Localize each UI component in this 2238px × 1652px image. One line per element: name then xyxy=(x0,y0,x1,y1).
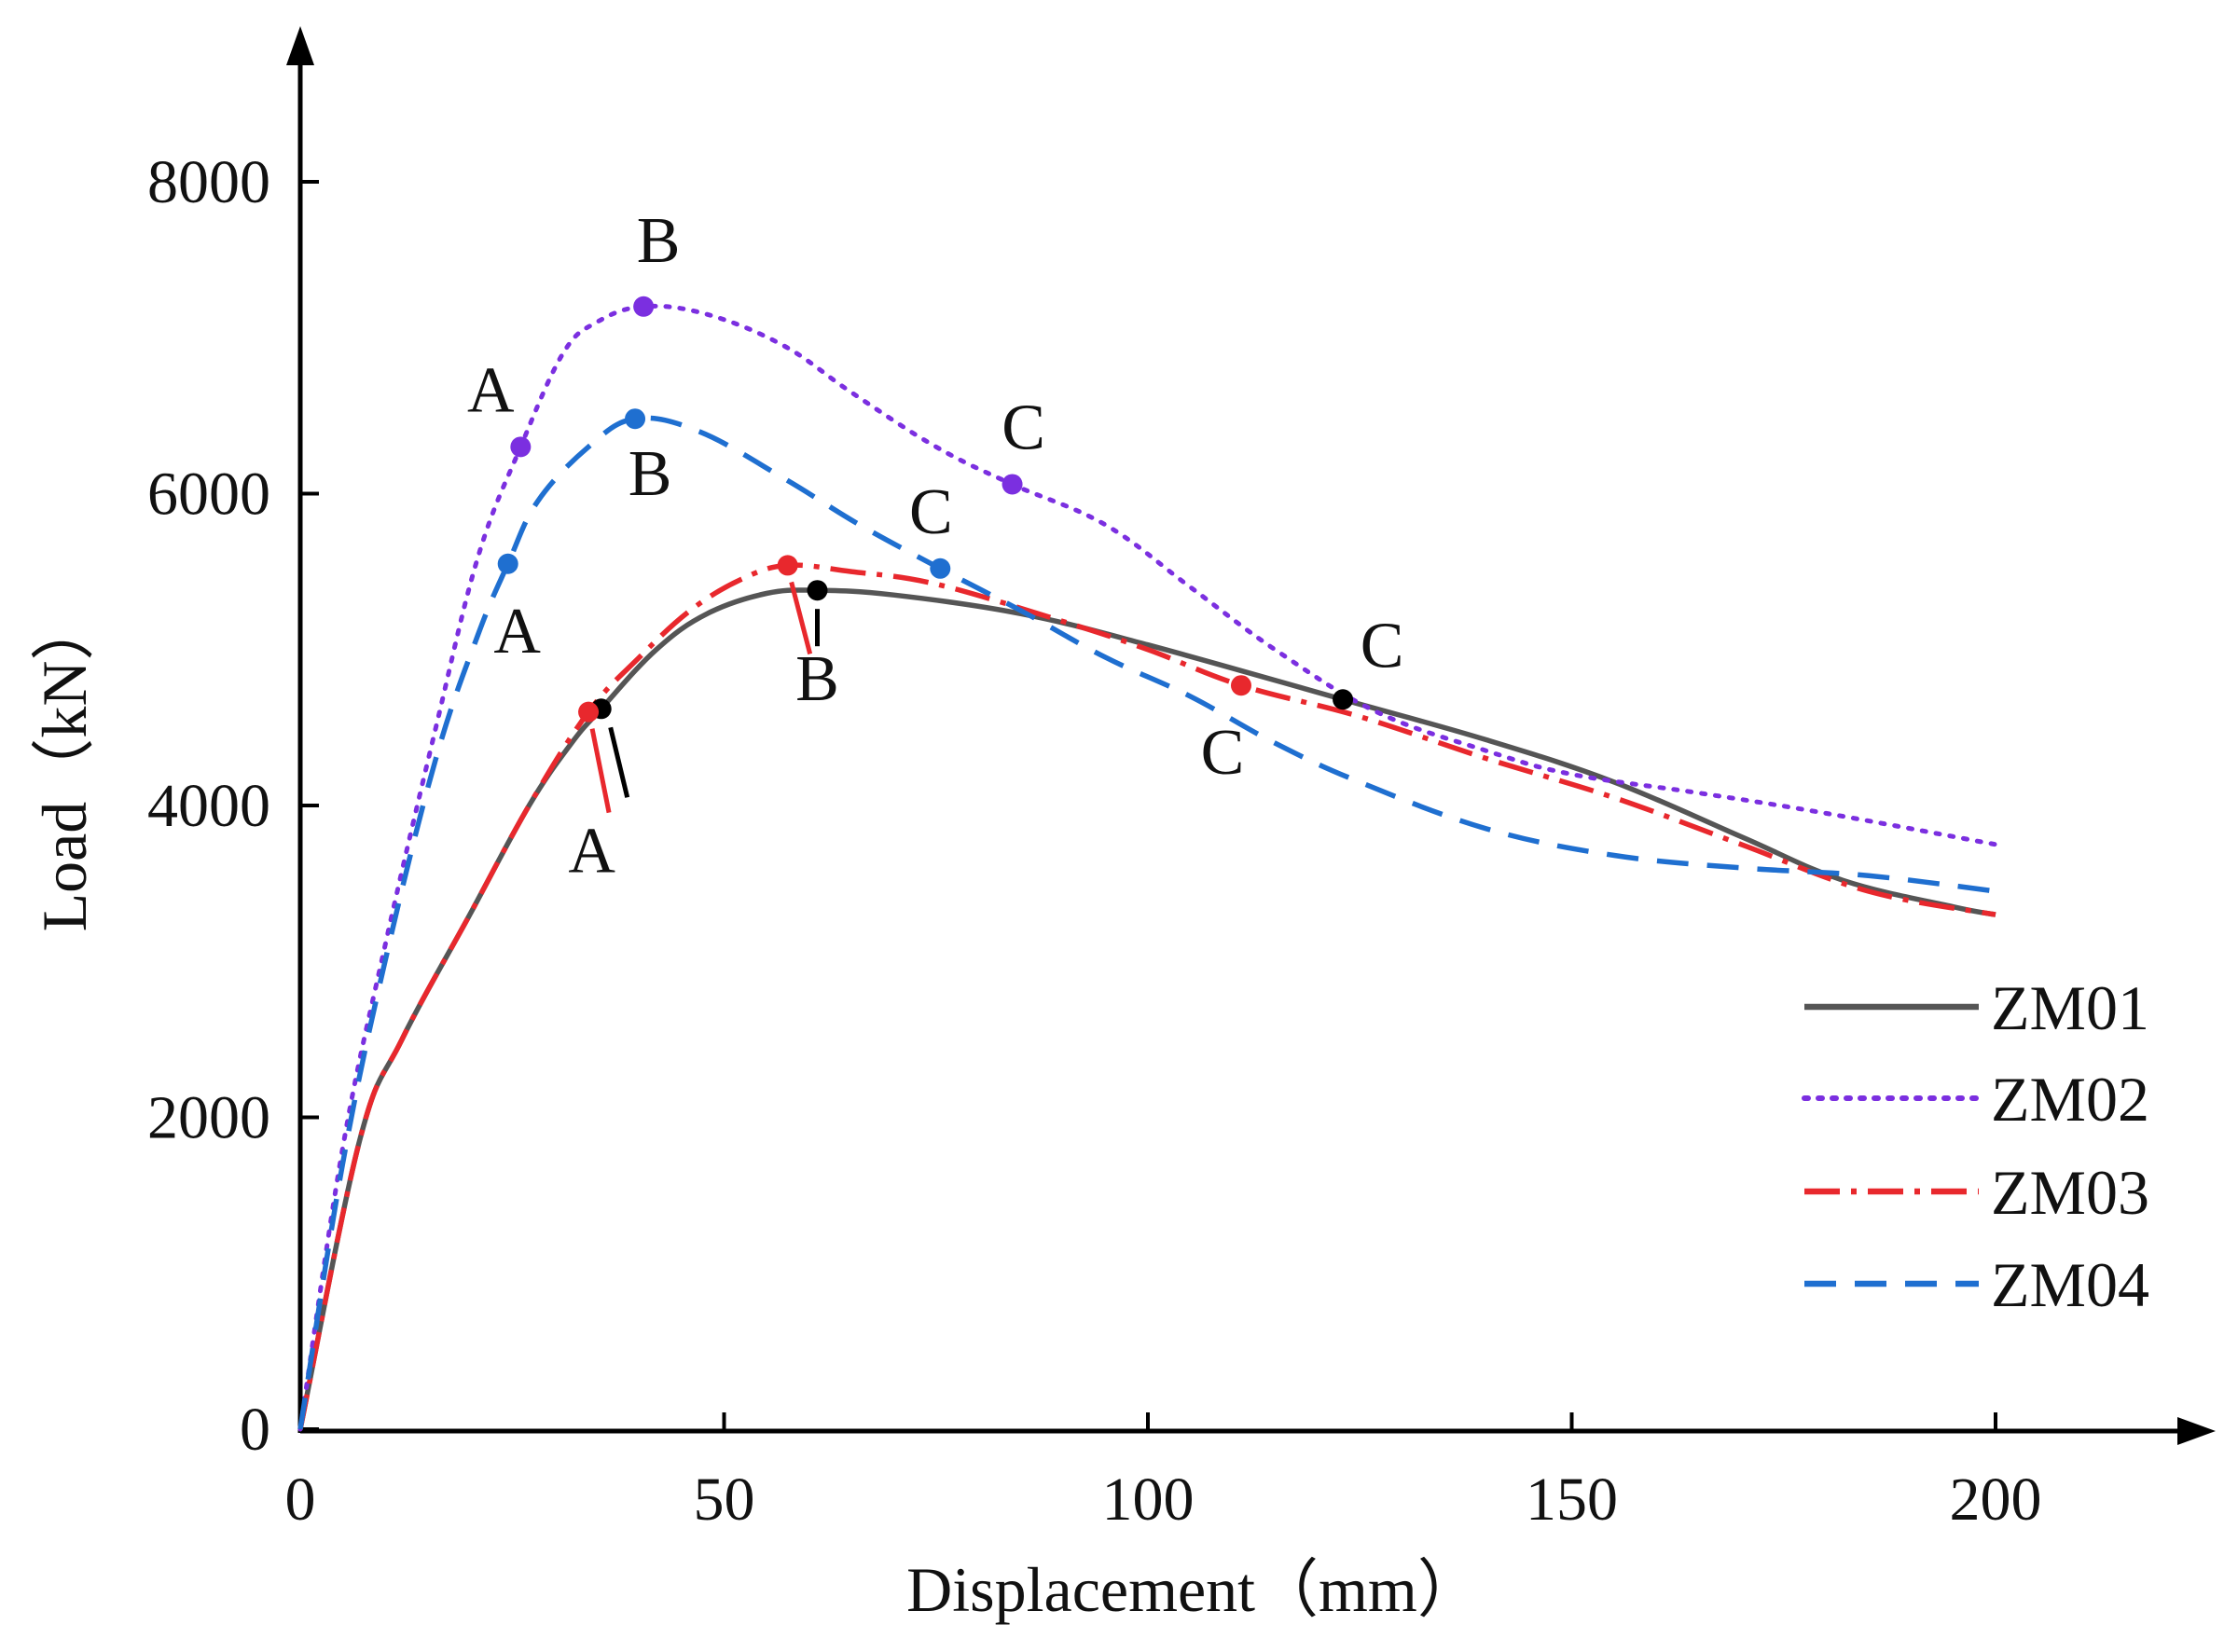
label-zm03-c: C xyxy=(1201,717,1245,789)
marker-zm02-point-c xyxy=(1002,474,1023,495)
y-axis-arrow xyxy=(286,26,314,65)
legend-label-zm03: ZM03 xyxy=(1991,1157,2149,1228)
legend-label-zm02: ZM02 xyxy=(1991,1064,2149,1135)
series-line-zm02 xyxy=(297,303,1998,1432)
marker-zm03-point-b xyxy=(777,555,798,576)
data-markers xyxy=(497,296,1354,723)
y-axis-title: Load（kN） xyxy=(29,598,100,932)
label-zm04-c: C xyxy=(909,476,953,548)
legend-label-zm04: ZM04 xyxy=(1991,1249,2149,1320)
marker-connectors xyxy=(589,581,820,814)
marker-zm03-point-c xyxy=(1230,675,1251,696)
label-zm02-b: B xyxy=(637,205,681,277)
x-tick-label: 0 xyxy=(285,1466,316,1534)
y-tick-label: 8000 xyxy=(147,148,270,216)
y-tick-label: 2000 xyxy=(147,1084,270,1152)
x-axis-title: Displacement（mm） xyxy=(906,1554,1481,1625)
marker-zm02-point-b xyxy=(633,296,655,317)
label-zm04-a: A xyxy=(493,596,541,668)
marker-zm04-point-b xyxy=(625,408,646,430)
y-tick-label: 4000 xyxy=(147,772,270,840)
leader-zm03-a xyxy=(589,728,612,814)
series-line-zm03 xyxy=(297,562,1996,1430)
legend-label-zm01: ZM01 xyxy=(1991,972,2149,1043)
label-zm02-c: C xyxy=(1002,392,1045,463)
x-tick-label: 50 xyxy=(694,1466,755,1534)
y-tick-label: 6000 xyxy=(147,461,270,529)
marker-zm01-point-c xyxy=(1333,689,1354,710)
marker-zm04-point-c xyxy=(930,558,951,579)
marker-zm04-point-a xyxy=(497,553,518,574)
x-tick-label: 150 xyxy=(1526,1466,1618,1534)
series-lines xyxy=(297,303,1998,1432)
label-zm01-c: C xyxy=(1361,610,1404,681)
axes: 0 50 100 150 20002000400060008000Displacemen… xyxy=(29,26,2216,1625)
x-tick-label: 100 xyxy=(1102,1466,1195,1534)
label-zm04-b: B xyxy=(629,438,672,510)
marker-zm02-point-a xyxy=(510,436,532,458)
label-zm01-a: A xyxy=(568,815,615,887)
series-line-zm01 xyxy=(297,587,1996,1430)
y-tick-label: 0 xyxy=(240,1396,270,1464)
series-line-zm04 xyxy=(297,415,1996,1430)
x-tick-label: 200 xyxy=(1950,1466,2042,1534)
legend: ZM01 ZM02 ZM03 ZM04 xyxy=(1802,972,2149,1320)
leader-zm03-b xyxy=(789,581,813,655)
label-zm01-b: B xyxy=(795,643,839,715)
label-zm02-a: A xyxy=(467,354,515,426)
leader-zm01-a xyxy=(608,726,630,798)
x-axis-arrow xyxy=(2177,1417,2216,1445)
marker-zm03-point-a xyxy=(578,701,600,723)
marker-zm01-point-b xyxy=(807,580,828,601)
